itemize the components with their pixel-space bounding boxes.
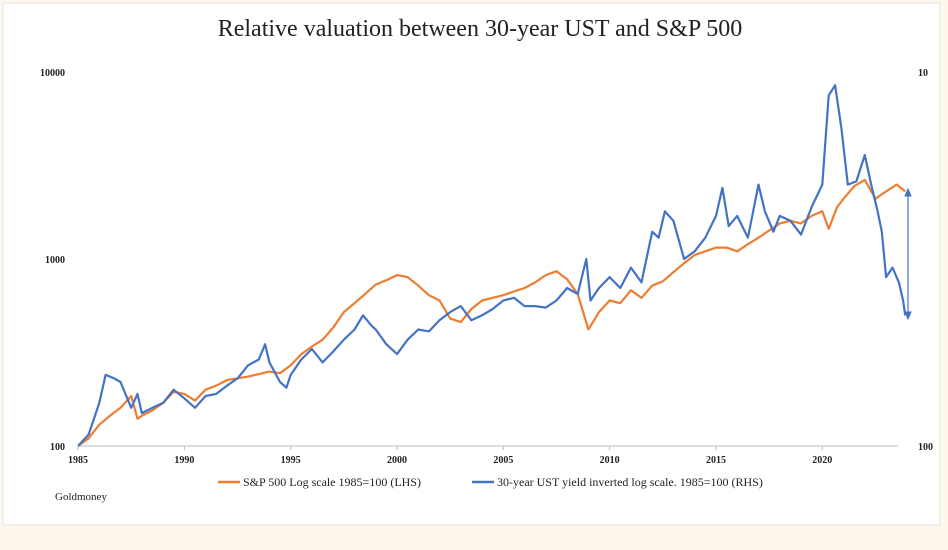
y2-tick-label: 100 — [918, 442, 933, 453]
x-tick-label: 1990 — [174, 455, 194, 466]
chart-title: Relative valuation between 30-year UST a… — [218, 16, 743, 42]
x-tick-label: 1985 — [68, 455, 88, 466]
y-tick-label: 1000 — [45, 255, 65, 266]
x-tick-label: 1995 — [281, 455, 301, 466]
x-tick-label: 2005 — [493, 455, 513, 466]
x-tick-label: 2020 — [812, 455, 832, 466]
x-tick-label: 2015 — [706, 455, 726, 466]
range-arrow — [904, 187, 912, 321]
legend-label: S&P 500 Log scale 1985=100 (LHS) — [243, 475, 421, 489]
source-label: Goldmoney — [55, 491, 107, 503]
series-line — [77, 84, 907, 447]
y-tick-label: 10000 — [40, 68, 65, 79]
x-tick-label: 2010 — [600, 455, 620, 466]
y-tick-label: 100 — [50, 442, 65, 453]
chart-panel — [2, 2, 941, 526]
y2-tick-label: 10 — [918, 68, 928, 79]
x-tick-label: 2000 — [387, 455, 407, 466]
series-line — [77, 178, 906, 447]
legend-label: 30-year UST yield inverted log scale. 19… — [497, 475, 763, 489]
